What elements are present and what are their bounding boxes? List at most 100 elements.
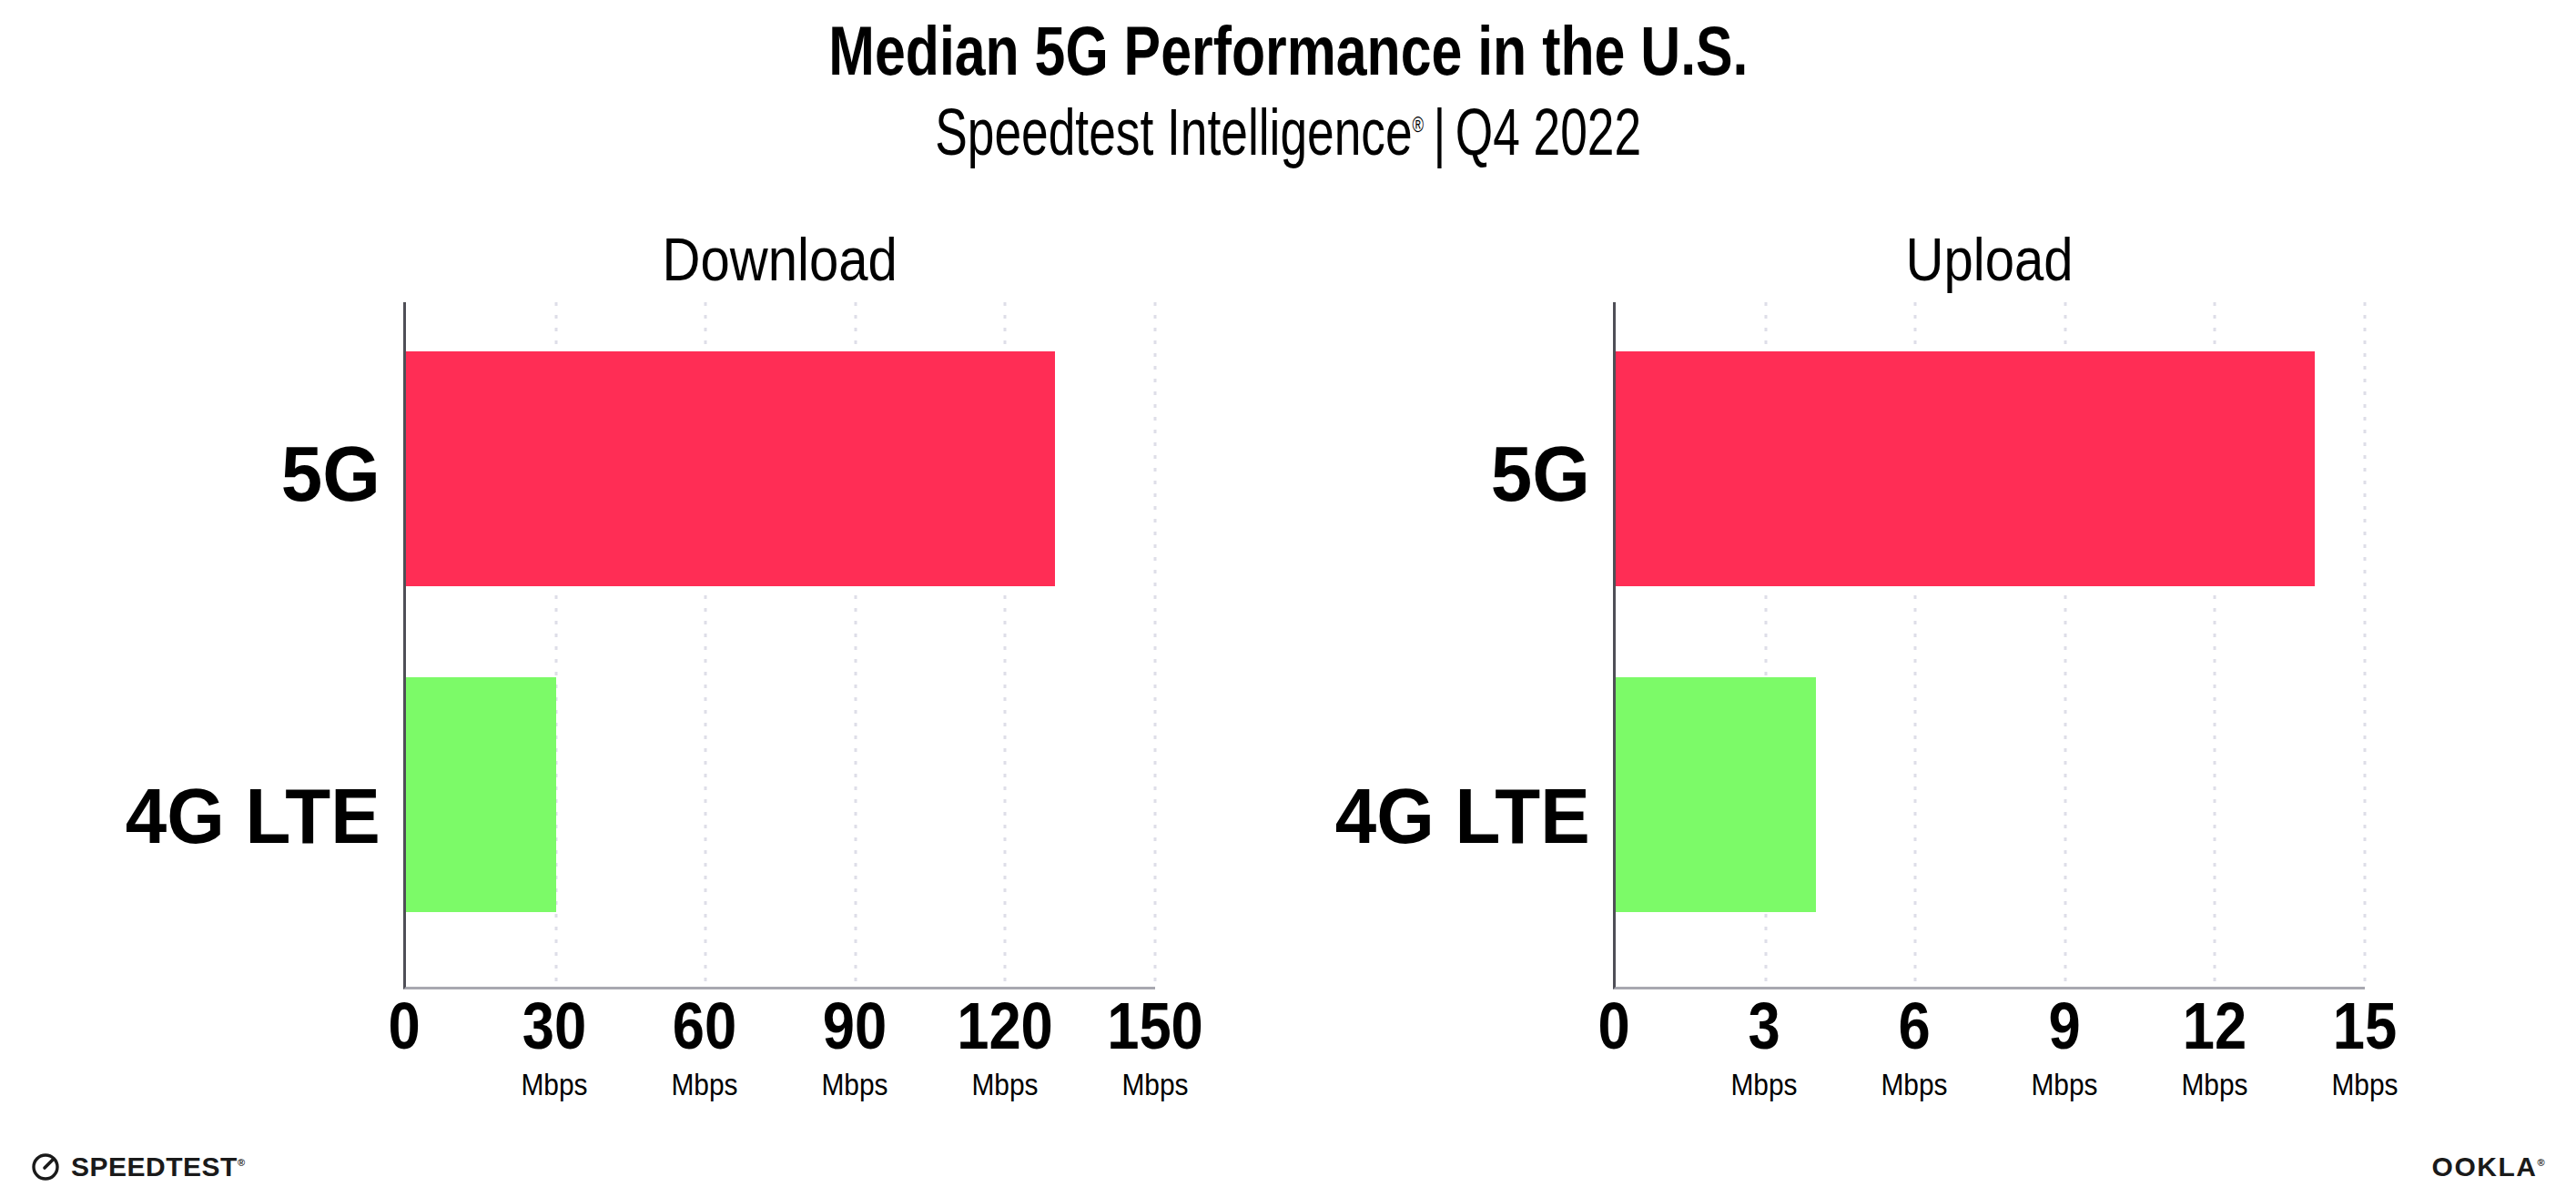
tick-value-text: 3: [1730, 993, 1797, 1059]
upload-plot-wrap: 5G 4G LTE: [1300, 302, 2365, 987]
x-tick-60: 60Mbps: [666, 993, 742, 1100]
download-category-labels: 5G 4G LTE: [90, 302, 403, 987]
page-subtitle-text: Speedtest Intelligence®|Q4 2022: [935, 95, 1641, 170]
tick-unit-label: Mbps: [2026, 1069, 2102, 1100]
tick-unit-label: Mbps: [1876, 1069, 1952, 1100]
registered-mark: ®: [1412, 113, 1424, 137]
tick-value-label: 150: [1100, 993, 1210, 1059]
tick-value-text: 6: [1881, 993, 1947, 1059]
upload-chart-panel: Upload 5G4G LTE 03Mbps6Mbps9Mbps12Mbps15…: [1300, 226, 2365, 1107]
tick-unit-label: Mbps: [2176, 1069, 2252, 1100]
tick-unit-text: Mbps: [2181, 1069, 2247, 1100]
ookla-registered-mark: ®: [2537, 1157, 2546, 1168]
subtitle-brand: Speedtest Intelligence: [935, 96, 1412, 168]
x-tick-90: 90 Mbps: [816, 993, 892, 1100]
download-chart-title: Download: [90, 226, 1155, 295]
tick-unit-text: Mbps: [671, 1069, 737, 1100]
tick-unit-label: Mbps: [516, 1069, 592, 1100]
upload-category-labels: 5G 4G LTE: [1300, 302, 1613, 987]
tick-unit-text: Mbps: [521, 1069, 587, 1100]
tick-unit-text: Mbps: [2331, 1069, 2398, 1100]
gridline-15: [2364, 302, 2367, 987]
category-label-text: 4G LTE: [1335, 776, 1590, 855]
tick-value-text: 30: [521, 993, 587, 1059]
x-tick-6: 6 Mbps: [1876, 993, 1952, 1100]
category-label-text: 5G: [1491, 434, 1590, 512]
tick-value-label: 9: [2026, 993, 2102, 1059]
tick-unit-text: Mbps: [957, 1069, 1053, 1100]
tick-value-text: 0: [388, 993, 420, 1059]
ookla-wordmark-text: OOKLA: [2432, 1151, 2538, 1182]
upload-xaxis-row: 03Mbps6Mbps9Mbps12Mbps15Mbps: [1300, 993, 2365, 1107]
tick-value-text: 120: [957, 993, 1053, 1059]
category-label-text: 4G LTE: [126, 776, 380, 855]
tick-unit-text: Mbps: [1881, 1069, 1947, 1100]
tick-value-label: 120: [950, 993, 1060, 1059]
header: Median 5G Performance in the U.S. Speedt…: [0, 13, 2576, 169]
tick-unit-text: Mbps: [821, 1069, 887, 1100]
speedtest-wordmark-text: SPEEDTEST: [71, 1151, 238, 1182]
x-tick-9: 9 Mbps: [2026, 993, 2102, 1100]
x-tick-15: 15 Mbps: [2327, 993, 2402, 1100]
gridline-150: [1154, 302, 1157, 987]
bar-4g-lte-download: [406, 677, 556, 911]
charts-row: Download 5G4G LTE 030Mbps60Mbps90Mbps120…: [0, 226, 2576, 1107]
speedtest-wordmark: SPEEDTEST®: [71, 1151, 245, 1182]
ookla-logo: OOKLA®: [2432, 1151, 2546, 1182]
upload-chart-title-text: Upload: [1905, 226, 2073, 295]
bar-5g-upload: [1616, 351, 2315, 585]
speedtest-gauge-icon: [30, 1151, 61, 1182]
ookla-wordmark: OOKLA®: [2432, 1151, 2546, 1182]
tick-value-label: 6: [1876, 993, 1952, 1059]
tick-value-text: 9: [2031, 993, 2097, 1059]
tick-unit-text: Mbps: [2031, 1069, 2097, 1100]
tick-value-label: 0: [1596, 993, 1632, 1059]
tick-unit-text: Mbps: [1107, 1069, 1203, 1100]
category-label-5g: 5G: [90, 302, 380, 644]
tick-value-text: 0: [1597, 993, 1629, 1059]
tick-value-text: 12: [2181, 993, 2247, 1059]
download-plot-area: [403, 302, 1155, 989]
tick-value-text: 150: [1107, 993, 1203, 1059]
x-tick-30: 30 Mbps: [516, 993, 592, 1100]
bar-4g-lte-upload: [1616, 677, 1815, 911]
speedtest-logo: SPEEDTEST®: [30, 1151, 245, 1182]
subtitle-period: Q4 2022: [1455, 96, 1641, 168]
speedtest-registered-mark: ®: [238, 1157, 246, 1168]
category-label-5g: 5G: [1300, 302, 1590, 644]
download-chart-panel: Download 5G4G LTE 030Mbps60Mbps90Mbps120…: [90, 226, 1155, 1107]
tick-value-label: 15: [2327, 993, 2402, 1059]
upload-chart-title: Upload: [1300, 226, 2365, 295]
category-label-4g-lte: 4G LTE: [1300, 644, 1590, 987]
page-subtitle: Speedtest Intelligence®|Q4 2022: [0, 95, 2576, 170]
download-xaxis-row: 030Mbps60Mbps90Mbps120Mbps150Mbps: [90, 993, 1155, 1107]
download-xaxis: 030Mbps60Mbps90Mbps120Mbps150Mbps: [404, 993, 1155, 1107]
tick-value-label: 0: [386, 993, 422, 1059]
tick-unit-label: Mbps: [816, 1069, 892, 1100]
x-tick-3: 3 Mbps: [1726, 993, 1801, 1100]
download-plot-wrap: 5G 4G LTE: [90, 302, 1155, 987]
page-title: Median 5G Performance in the U.S.: [0, 13, 2576, 89]
bar-5g-download: [406, 351, 1055, 585]
tick-unit-label: Mbps: [1100, 1069, 1210, 1100]
tick-unit-text: Mbps: [1730, 1069, 1797, 1100]
tick-value-label: 90: [816, 993, 892, 1059]
tick-unit-label: Mbps: [950, 1069, 1060, 1100]
download-chart-title-text: Download: [662, 226, 897, 295]
x-tick-12: 12 Mbps: [2176, 993, 2252, 1100]
category-label-4g-lte: 4G LTE: [90, 644, 380, 987]
footer: SPEEDTEST® OOKLA®: [30, 1151, 2546, 1182]
x-tick-0: 0: [386, 993, 422, 1059]
tick-value-label: 12: [2176, 993, 2252, 1059]
tick-unit-label: Mbps: [2327, 1069, 2402, 1100]
tick-unit-label: Mbps: [1726, 1069, 1801, 1100]
x-tick-120: 120 Mbps: [950, 993, 1060, 1100]
infographic-page: Median 5G Performance in the U.S. Speedt…: [0, 0, 2576, 1197]
tick-value-label: 3: [1726, 993, 1801, 1059]
tick-unit-label: Mbps: [666, 1069, 742, 1100]
x-tick-150: 150 Mbps: [1100, 993, 1210, 1100]
page-title-text: Median 5G Performance in the U.S.: [828, 13, 1748, 89]
tick-value-label: 30: [516, 993, 592, 1059]
subtitle-divider: |: [1424, 96, 1455, 168]
tick-value-text: 90: [821, 993, 887, 1059]
